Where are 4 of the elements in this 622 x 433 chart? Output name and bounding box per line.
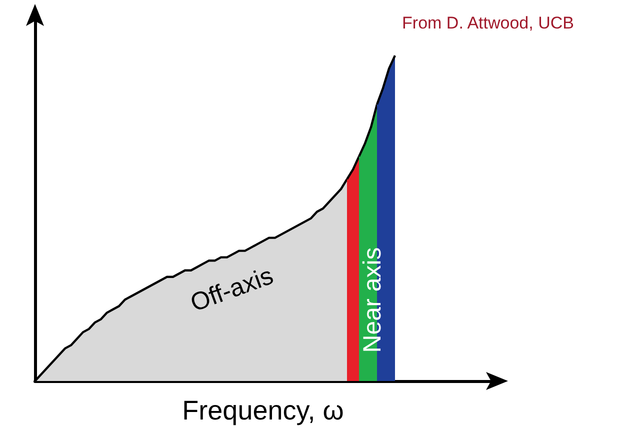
annotation: Near axis [358, 247, 386, 353]
x-axis-title: Frequency, ω [182, 396, 344, 426]
text: From D. Attwood, UCB [402, 14, 574, 32]
annotation: Off-axis [186, 262, 277, 318]
